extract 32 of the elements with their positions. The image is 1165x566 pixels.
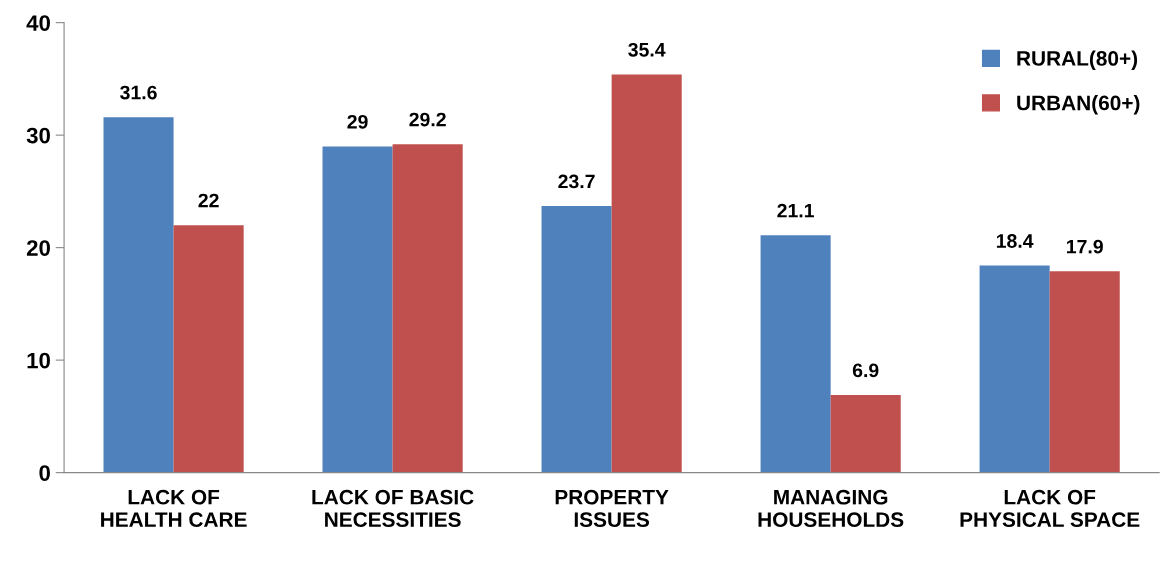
data-label: 23.7 (558, 174, 595, 189)
bar (322, 146, 393, 473)
data-label: 17.9 (1067, 239, 1103, 254)
y-tick-label: 30 (26, 127, 50, 144)
bar (1049, 271, 1120, 473)
data-label: 21.1 (777, 203, 814, 218)
x-tick-label: MANAGING HOUSEHOLDS (758, 489, 904, 528)
x-tick-label: LACK OF BASIC NECESSITIES (312, 489, 474, 528)
y-tick-label: 0 (39, 465, 50, 481)
data-label: 6.9 (852, 363, 879, 378)
bar (760, 235, 831, 473)
data-label: 35.4 (628, 42, 666, 57)
legend-label: RURAL(80+) (1017, 50, 1138, 70)
x-tick-label: LACK OF HEALTH CARE (101, 489, 247, 528)
bar (830, 394, 901, 473)
data-label: 22 (198, 193, 219, 208)
y-tick-label: 20 (26, 240, 50, 256)
y-tick-label: 40 (26, 15, 50, 31)
y-tick-label: 10 (27, 352, 50, 369)
bar (979, 265, 1050, 473)
bar (173, 225, 244, 473)
data-label: 31.6 (120, 85, 157, 100)
data-label: 29 (347, 114, 368, 129)
bar (541, 206, 612, 473)
bar (611, 74, 682, 473)
bar (103, 117, 174, 473)
x-tick-label: PROPERTY ISSUES (555, 489, 669, 528)
x-tick-label: LACK OF PHYSICAL SPACE (960, 489, 1140, 528)
legend-label: URBAN(60+) (1017, 95, 1140, 115)
bar (392, 144, 463, 473)
data-label: 18.4 (996, 234, 1034, 248)
data-label: 29.2 (409, 112, 446, 127)
